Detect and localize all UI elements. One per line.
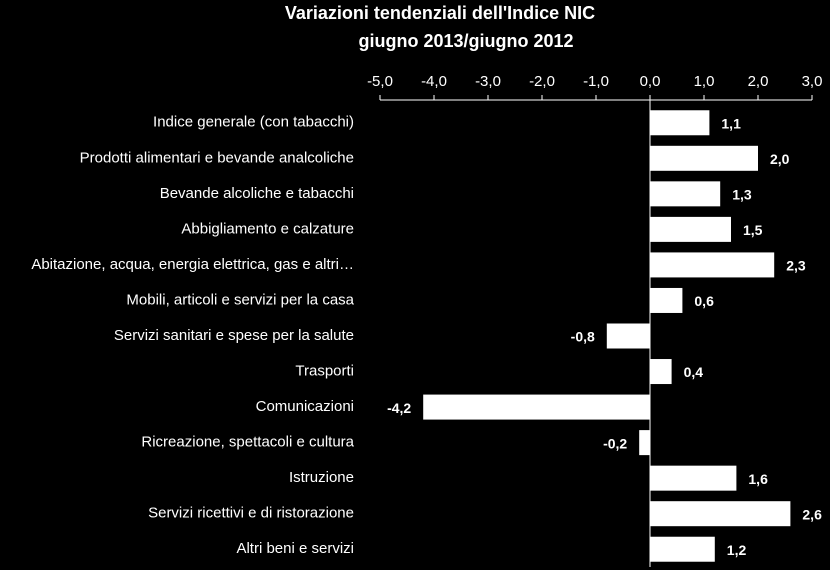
bar [650,216,731,242]
value-label: 0,6 [694,293,714,309]
value-label: 0,4 [684,364,704,380]
value-label: 2,6 [802,506,822,522]
value-label: 1,6 [748,471,768,487]
bar [650,501,791,527]
y-tick-label: Abbigliamento e calzature [181,220,354,237]
value-label: -0,8 [571,329,595,345]
y-tick-label: Trasporti [295,363,354,380]
y-tick-label: Altri beni e servizi [236,540,354,557]
value-label: 2,3 [786,258,806,274]
x-tick-label: 2,0 [748,73,769,90]
x-tick-label: -4,0 [421,73,447,90]
x-tick-label: 1,0 [694,73,715,90]
x-tick-label: -1,0 [583,73,609,90]
value-label: 2,0 [770,151,790,167]
y-tick-label: Servizi sanitari e spese per la salute [114,327,354,344]
y-tick-label: Bevande alcoliche e tabacchi [160,185,354,202]
value-label: -4,2 [387,400,411,416]
bar [606,323,650,349]
x-tick-label: -5,0 [367,73,393,90]
x-tick-label: -2,0 [529,73,555,90]
chart-subtitle: giugno 2013/giugno 2012 [358,31,573,51]
x-tick-label: 3,0 [802,73,823,90]
bar [650,465,737,491]
bar [650,110,710,136]
bar [650,181,721,207]
x-tick-label: 0,0 [640,73,661,90]
y-tick-label: Servizi ricettivi e di ristorazione [148,505,354,522]
y-tick-label: Istruzione [289,469,354,486]
y-tick-label: Indice generale (con tabacchi) [153,114,354,131]
y-tick-label: Mobili, articoli e servizi per la casa [126,291,354,308]
x-tick-label: -3,0 [475,73,501,90]
value-label: -0,2 [603,435,627,451]
value-label: 1,3 [732,187,752,203]
bar [650,145,758,171]
bar [639,430,650,456]
bar [650,536,715,562]
y-tick-label: Comunicazioni [256,398,354,415]
y-tick-label: Prodotti alimentari e bevande analcolich… [80,149,354,166]
bar [423,394,650,420]
bar [650,287,683,313]
value-label: 1,5 [743,222,763,238]
y-tick-label: Abitazione, acqua, energia elettrica, ga… [31,256,354,273]
chart-title: Variazioni tendenziali dell'Indice NIC [285,3,595,23]
y-tick-label: Ricreazione, spettacoli e cultura [141,434,354,451]
bar [650,359,672,385]
value-label: 1,2 [727,542,747,558]
bar [650,252,775,278]
value-label: 1,1 [721,115,741,131]
